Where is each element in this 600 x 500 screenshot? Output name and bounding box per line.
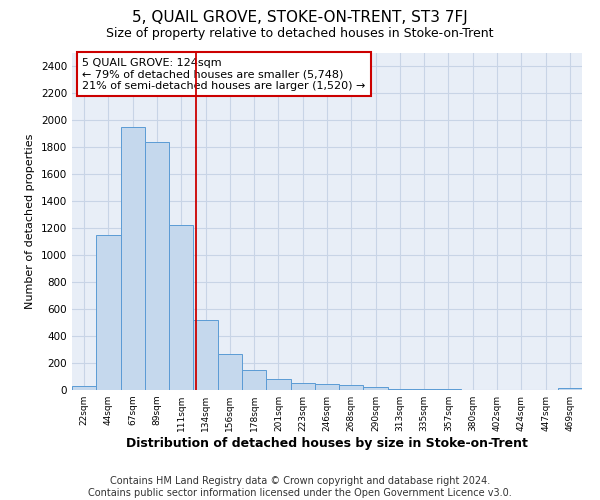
Text: 5 QUAIL GROVE: 124sqm
← 79% of detached houses are smaller (5,748)
21% of semi-d: 5 QUAIL GROVE: 124sqm ← 79% of detached … (82, 58, 365, 91)
Bar (218, 354, 242, 390)
Bar (339, 386, 364, 390)
Bar (315, 384, 339, 390)
Bar (96, 235, 121, 390)
Text: Size of property relative to detached houses in Stoke-on-Trent: Size of property relative to detached ho… (106, 28, 494, 40)
Bar (266, 379, 290, 390)
Bar (364, 388, 388, 390)
Bar (290, 383, 315, 390)
Text: 5, QUAIL GROVE, STOKE-ON-TRENT, ST3 7FJ: 5, QUAIL GROVE, STOKE-ON-TRENT, ST3 7FJ (132, 10, 468, 25)
Text: Contains HM Land Registry data © Crown copyright and database right 2024.
Contai: Contains HM Land Registry data © Crown c… (88, 476, 512, 498)
Bar (145, 142, 169, 390)
Bar (558, 388, 582, 390)
Bar (242, 370, 266, 390)
Bar (169, 226, 193, 390)
Bar (193, 320, 218, 390)
Bar (388, 388, 412, 390)
Y-axis label: Number of detached properties: Number of detached properties (25, 134, 35, 309)
Bar (121, 126, 145, 390)
Bar (72, 386, 96, 390)
X-axis label: Distribution of detached houses by size in Stoke-on-Trent: Distribution of detached houses by size … (126, 437, 528, 450)
